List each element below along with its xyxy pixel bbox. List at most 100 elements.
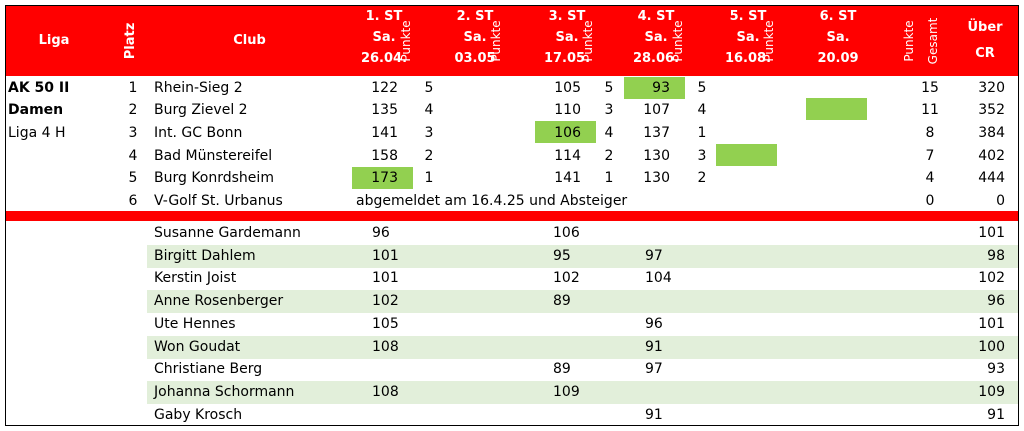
- team-over-cr: 352: [978, 102, 1005, 118]
- round-1-header-line1: 1. ST: [365, 9, 403, 24]
- round-4-header-line1: 4. ST: [637, 9, 675, 24]
- team-over-cr: 0: [996, 193, 1005, 209]
- team-score-r1: 158: [371, 148, 398, 164]
- round-4-header-line3: 28.06.: [632, 51, 680, 66]
- team-club: Bad Münstereifel: [154, 148, 273, 164]
- table-header-bar: [6, 6, 1018, 76]
- player-score-r3: 89: [553, 293, 571, 310]
- header-ueber: Über: [967, 20, 1003, 35]
- round-2-header-line3: 03.05: [454, 51, 496, 66]
- team-score-r4: 130: [643, 170, 670, 186]
- team-rank: 1: [128, 80, 138, 96]
- row-stripe: [147, 336, 1018, 359]
- league-name: AK 50 II: [8, 80, 70, 96]
- player-score-r3: 89: [553, 361, 571, 378]
- round-5-header-line2: Sa.: [736, 30, 760, 45]
- player-score-r4: 97: [645, 247, 663, 264]
- round-3-header-line1: 3. ST: [548, 9, 586, 24]
- round-6-header-line2: Sa.: [826, 30, 850, 45]
- team-score-r1: 135: [371, 102, 398, 118]
- team-points-r1: 2: [424, 148, 434, 164]
- player-over-cr: 101: [978, 315, 1005, 332]
- team-over-cr: 402: [978, 148, 1005, 164]
- team-score-r3: 105: [554, 80, 581, 96]
- round-6-header-line1: 6. ST: [819, 9, 857, 24]
- team-score-r3: 106: [554, 125, 581, 141]
- player-name: Ute Hennes: [154, 315, 236, 332]
- round-4-header-line2: Sa.: [644, 30, 668, 45]
- highlight-cell: [716, 144, 777, 166]
- player-score-r1: 101: [372, 247, 399, 264]
- player-score-r1: 102: [372, 293, 399, 310]
- round-5-header-line3: 16.08.: [724, 51, 772, 66]
- player-name: Won Goudat: [154, 338, 241, 355]
- player-score-r4: 91: [645, 406, 663, 423]
- team-rank: 3: [128, 125, 138, 141]
- team-score-r4: 93: [652, 80, 670, 96]
- player-name: Kerstin Joist: [154, 270, 237, 287]
- player-score-r1: 108: [372, 338, 399, 355]
- team-points-r4: 2: [697, 170, 707, 186]
- player-score-r3: 102: [553, 270, 580, 287]
- table-border: [5, 5, 1019, 426]
- team-rank: 4: [128, 148, 138, 164]
- player-score-r1: 101: [372, 270, 399, 287]
- team-score-r3: 141: [554, 170, 581, 186]
- player-score-r1: 105: [372, 315, 399, 332]
- round-2-header-line1: 2. ST: [456, 9, 494, 24]
- team-points-r4: 5: [697, 80, 707, 96]
- player-name: Christiane Berg: [154, 361, 263, 378]
- header-liga: Liga: [38, 33, 70, 48]
- round-1-header-line2: Sa.: [372, 30, 396, 45]
- team-total-points: 7: [925, 148, 935, 164]
- round-3-header-line2: Sa.: [555, 30, 579, 45]
- team-score-r4: 137: [643, 125, 670, 141]
- team-total-points: 0: [925, 193, 935, 209]
- player-name: Gaby Krosch: [154, 406, 243, 423]
- team-score-r1: 141: [371, 125, 398, 141]
- player-score-r3: 106: [553, 225, 580, 241]
- team-over-cr: 320: [978, 80, 1005, 96]
- team-points-r1: 1: [424, 170, 434, 186]
- team-score-r1: 173: [371, 170, 398, 186]
- player-over-cr: 98: [987, 247, 1005, 264]
- highlight-cell: [352, 167, 413, 189]
- header-cr: CR: [975, 46, 995, 61]
- player-name: Johanna Schormann: [154, 383, 295, 400]
- team-points-r4: 3: [697, 148, 707, 164]
- team-points-r4: 4: [697, 102, 707, 118]
- team-club: Burg Konrdsheim: [154, 170, 274, 186]
- team-score-r1: 122: [371, 80, 398, 96]
- team-club: Rhein-Sieg 2: [154, 80, 243, 96]
- round-5-header-line1: 5. ST: [729, 9, 767, 24]
- player-name: Birgitt Dahlem: [154, 247, 256, 264]
- player-over-cr: 102: [978, 270, 1005, 287]
- team-total-points: 4: [925, 170, 935, 186]
- team-score-r4: 130: [643, 148, 670, 164]
- player-score-r4: 96: [645, 315, 663, 332]
- team-rank: 5: [128, 170, 138, 186]
- team-points-r1: 3: [424, 125, 434, 141]
- player-score-r1: 108: [372, 383, 399, 400]
- team-points-r3: 2: [604, 148, 614, 164]
- player-over-cr: 109: [978, 383, 1005, 400]
- team-rank: 2: [128, 102, 138, 118]
- player-score-r1: 96: [372, 225, 390, 241]
- team-points-r1: 4: [424, 102, 434, 118]
- row-stripe: [147, 290, 1018, 313]
- player-score-r4: 91: [645, 338, 663, 355]
- team-over-cr: 444: [978, 170, 1005, 186]
- player-name: Susanne Gardemann: [154, 225, 301, 241]
- player-over-cr: 100: [978, 338, 1005, 355]
- team-club: Int. GC Bonn: [154, 125, 243, 141]
- team-points-r3: 5: [604, 80, 614, 96]
- team-total-points: 8: [925, 125, 935, 141]
- header-club: Club: [233, 33, 266, 48]
- team-note: abgemeldet am 16.4.25 und Absteiger: [356, 193, 628, 209]
- team-total-points: 11: [921, 102, 939, 118]
- team-club: Burg Zievel 2: [154, 102, 248, 118]
- player-score-r3: 95: [553, 247, 571, 264]
- team-score-r4: 107: [643, 102, 670, 118]
- highlight-cell: [624, 77, 685, 99]
